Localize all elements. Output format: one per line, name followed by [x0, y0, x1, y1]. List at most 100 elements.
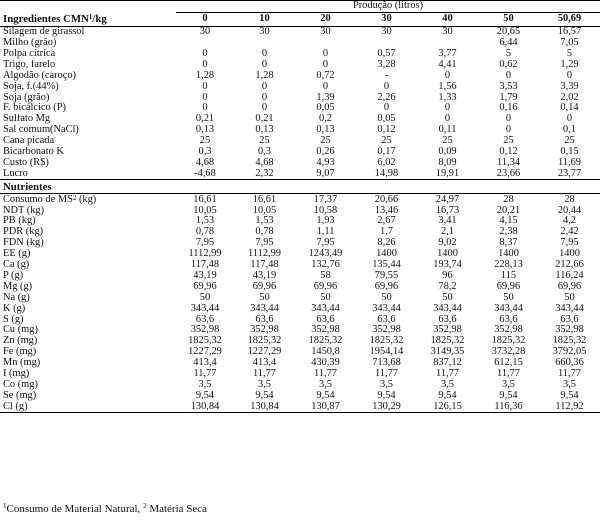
table-cell: 4,93 [316, 157, 335, 168]
table-cell: 0 [383, 103, 390, 114]
row-label: Cl (g) [0, 401, 176, 414]
table-cell: 343,44 [311, 303, 340, 314]
production-header: Produção (litros) [176, 0, 600, 13]
table-cell: 25 [259, 135, 270, 147]
table-cell: 9,54 [195, 390, 215, 401]
row-label: Silagem de girassol [0, 27, 176, 38]
row-label-text: Bicarbonato K [3, 146, 64, 158]
table-cell: 130,29 [356, 401, 417, 414]
nutrient-row: FDN (kg) 7,95 7,95 7,95 8,26 9,02 8,37 7,95 [0, 238, 600, 249]
table-cell: 25 [381, 135, 392, 147]
table-cell: 0,78 [255, 227, 274, 238]
nutrient-row: PDR (kg) 0,78 0,78 1,11 1,7 2,1 2,38 2,42 [0, 227, 600, 238]
footnote-mark-2: 2 [143, 502, 147, 510]
row-label-text: P (g) [3, 270, 24, 281]
table-cell: 11,77 [193, 368, 217, 379]
table-cell: 50 [503, 292, 514, 303]
table-cell: 343,44 [190, 303, 220, 314]
table-cell: 3,5 [563, 379, 576, 390]
table-cell: 5 [505, 48, 512, 60]
table-cell: 11,77 [253, 368, 276, 379]
ingredient-row: Custo (R$) 4,68 4,68 4,93 6,02 8,09 11,34 11,69 [0, 158, 600, 169]
table-cell: 63,6 [316, 314, 335, 325]
table-cell: 69,96 [252, 281, 277, 292]
row-label-text: Co (mg) [3, 379, 38, 390]
row-label-text: Fe (mg) [3, 346, 37, 358]
nutrient-row: Consumo de MS2 (kg) 16,61 16,61 17,37 20,66 2… [0, 194, 600, 205]
row-label-text: Na (g) [3, 292, 30, 303]
table-cell: 25 [503, 135, 514, 147]
table-cell: 1825,32 [188, 336, 222, 347]
table-cell: 1,53 [195, 216, 215, 227]
table-cell: 69,96 [557, 281, 582, 292]
table-cell: 10,05 [193, 205, 217, 216]
table-cell: 0 [322, 81, 329, 92]
table-cell: 1,28 [255, 70, 274, 81]
table-cell: 130,84 [234, 401, 295, 414]
table-cell: 63,6 [499, 314, 518, 325]
table-cell [295, 38, 356, 49]
nutrients-title: Nutrientes [0, 179, 600, 195]
nutrient-row: K (g) 343,44 343,44 343,44 343,44 343,44 343,4… [0, 303, 600, 314]
row-label-text: Sal comum(NaCl) [3, 125, 79, 136]
table-cell: 1825,32 [552, 336, 587, 347]
table-cell: 30 [259, 26, 270, 38]
ingredients-title-unit: /kg [92, 12, 107, 25]
table-cell: 9,54 [316, 390, 335, 401]
row-label-text: Ca (g) [3, 259, 30, 271]
table-cell: 2,02 [560, 92, 579, 103]
table-cell: 3,77 [438, 48, 457, 60]
column-header: 40 [417, 12, 478, 27]
row-label: Custo (R$) [0, 158, 176, 169]
row-label-text: Consumo de MS [3, 193, 73, 205]
table-cell: 1825,32 [369, 336, 404, 347]
row-label-text: I (mg) [3, 368, 30, 379]
nutrient-row: Se (mg) 9,54 9,54 9,54 9,54 9,54 9,54 9,54 [0, 391, 600, 402]
table-cell: 1,79 [499, 92, 518, 103]
table-cell: 8,37 [499, 238, 518, 249]
nutrient-row: Cl (g) 130,84 130,84 130,87 130,29 126,15 116,… [0, 401, 600, 414]
table-cell: 6,02 [377, 157, 396, 168]
table-cell: 3,41 [438, 216, 457, 227]
table-cell: 0,13 [255, 125, 274, 136]
table-cell: 1450,8 [311, 346, 340, 358]
table-cell: 9,54 [255, 390, 274, 401]
row-label-text: EE (g) [3, 248, 31, 260]
row-label-text: PB (kg) [3, 216, 36, 227]
table-cell: 0 [505, 70, 512, 81]
table-cell: 2,32 [255, 168, 274, 179]
row-label-text: Cu (mg) [3, 325, 38, 336]
table-cell: 9,02 [438, 238, 457, 249]
table-cell: 0,13 [195, 125, 215, 136]
column-header-row: Ingredientes CMN1/kg 0 10 20 30 40 50 50… [0, 12, 600, 27]
table-cell: 0 [202, 103, 208, 114]
row-label-text: PDR (kg) [3, 227, 44, 238]
table-cell: 352,98 [494, 325, 523, 336]
table-cell: 0 [261, 59, 268, 70]
row-label-text: Soja, f.(44%) [3, 81, 59, 92]
table-cell: 0,1 [563, 125, 576, 136]
table-cell: 116,24 [555, 270, 584, 281]
row-label: EE (g) [0, 249, 176, 260]
table-cell: 4,68 [255, 157, 274, 168]
row-label: Algodão (caroço) [0, 71, 176, 82]
table-cell: 1112,99 [248, 248, 281, 260]
table-cell: 17,37 [313, 193, 338, 205]
row-label: Soja (grão) [0, 92, 176, 103]
table-cell: 0,12 [377, 125, 396, 136]
table-cell: 132,76 [311, 259, 340, 271]
table-cell: 23,66 [496, 168, 521, 179]
row-label-text: Cl (g) [3, 401, 28, 412]
row-label: Cu (mg) [0, 325, 176, 336]
ingredients-title-footnote-mark: 1 [88, 12, 93, 21]
nutrient-row: PB (kg) 1,53 1,53 1,93 2,67 3,41 4,15 4,2 [0, 216, 600, 227]
table-cell: 30 [442, 26, 453, 38]
table-cell: 30 [381, 26, 392, 38]
table-cell: 28 [564, 193, 575, 205]
row-label-text: Algodão (caroço) [3, 70, 76, 81]
table-cell: 0 [202, 48, 208, 60]
table-cell: 1,53 [255, 216, 274, 227]
table-cell: 0,72 [316, 70, 335, 81]
table-cell: 0 [444, 70, 451, 81]
nutrient-row: Mn (mg) 413,4 413,4 430,39 713,68 837,12 612,1… [0, 358, 600, 369]
